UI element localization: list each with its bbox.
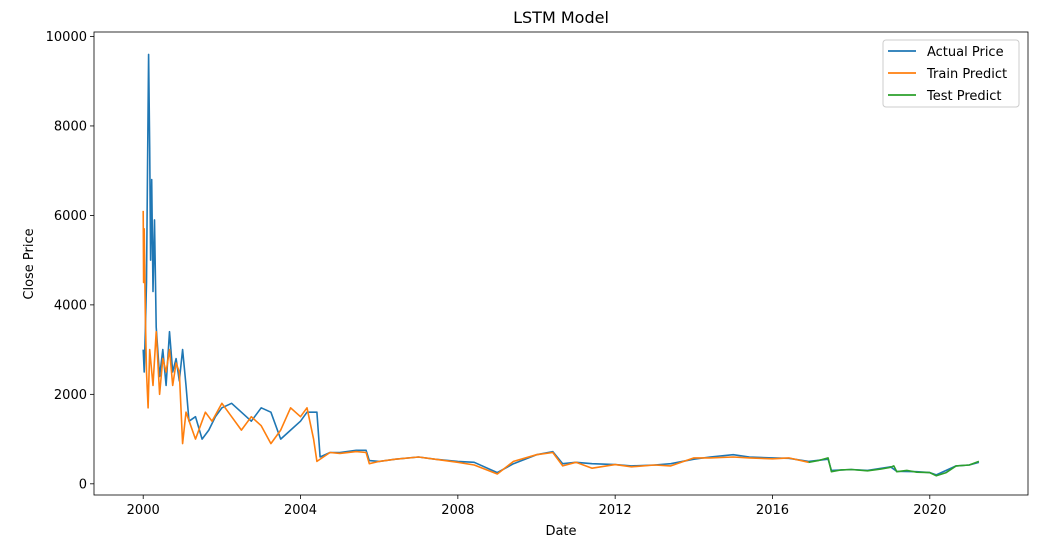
- y-axis-title: Close Price: [22, 228, 37, 299]
- series-line-2: [808, 457, 980, 477]
- y-axis: 0 2000 4000 6000 8000 10000: [46, 30, 94, 492]
- y-tick-label-5: 10000: [46, 30, 87, 45]
- legend-label-2: Test Predict: [926, 89, 1002, 104]
- x-tick-label-0: 2000: [127, 503, 160, 518]
- series-line-1: [142, 210, 809, 475]
- legend-label-1: Train Predict: [926, 67, 1007, 82]
- plot-area: [93, 31, 1029, 496]
- y-tick-label-1: 2000: [54, 388, 87, 403]
- x-tick-label-2: 2008: [441, 503, 474, 518]
- legend-box: [882, 39, 1020, 108]
- chart-title: LSTM Model: [513, 8, 609, 27]
- y-tick-label-3: 6000: [54, 209, 87, 224]
- legend: Actual Price Train Predict Test Predict: [882, 39, 1020, 108]
- legend-items: Actual Price Train Predict Test Predict: [888, 45, 1007, 104]
- y-tick-label-4: 8000: [54, 119, 87, 134]
- x-tick-label-4: 2016: [756, 503, 789, 518]
- x-tick-label-1: 2004: [284, 503, 317, 518]
- series-layer: [142, 53, 980, 477]
- x-axis: 2000 2004 2008 2012 2016 2020: [127, 495, 946, 518]
- y-tick-label-0: 0: [79, 477, 87, 492]
- y-tick-label-2: 4000: [54, 298, 87, 313]
- x-tick-label-3: 2012: [599, 503, 632, 518]
- x-axis-title: Date: [545, 524, 576, 539]
- x-tick-label-5: 2020: [913, 503, 946, 518]
- legend-label-0: Actual Price: [927, 45, 1004, 60]
